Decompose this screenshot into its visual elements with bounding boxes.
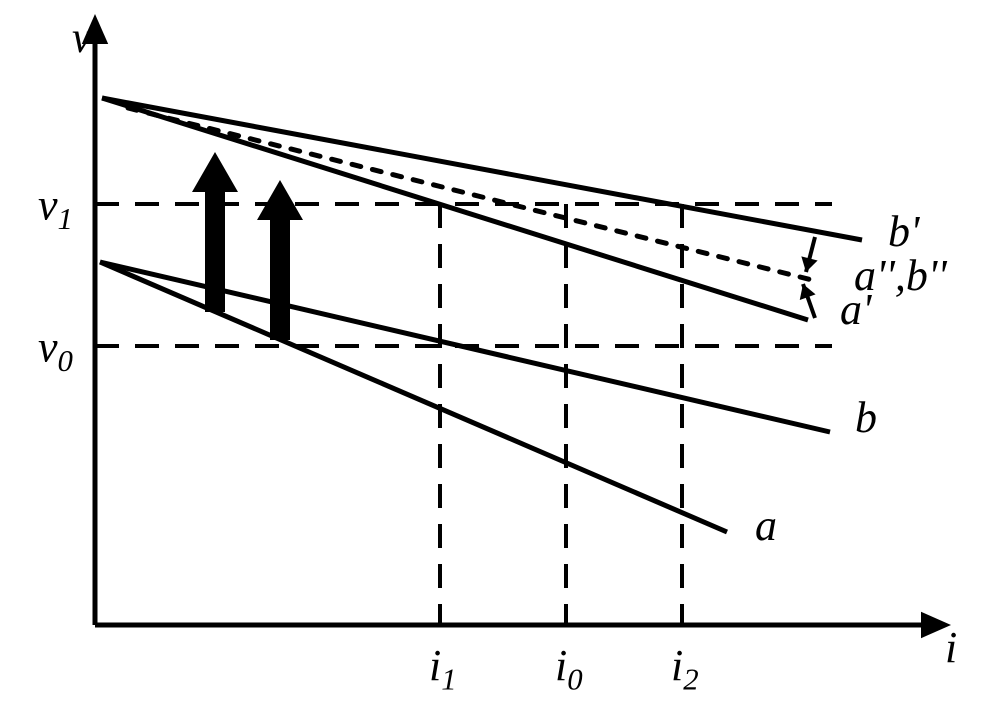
droop-characteristic-diagram: viv0v1i1i0i2aba'b'a'',b'' <box>0 0 1000 721</box>
y-tick-v0: v0 <box>38 322 73 378</box>
line-label-b_prime: b' <box>888 207 921 256</box>
x-tick-i2: i2 <box>671 641 699 697</box>
x-tick-i0: i0 <box>555 641 583 697</box>
line-a <box>100 262 727 532</box>
small-arrow-head-1 <box>801 256 817 272</box>
big-arrow-0 <box>192 152 238 312</box>
line-label-ab_dbl: a'',b'' <box>854 251 948 300</box>
x-axis-label: i <box>945 623 957 672</box>
y-axis-label: v <box>72 13 92 62</box>
axes <box>82 14 951 638</box>
line-label-a: a <box>755 501 777 550</box>
transition-arrows <box>192 152 818 340</box>
line-label-b: b <box>855 393 877 442</box>
x-tick-i1: i1 <box>429 641 457 697</box>
line-ab_dbl <box>128 108 820 282</box>
y-tick-v1: v1 <box>38 180 73 236</box>
